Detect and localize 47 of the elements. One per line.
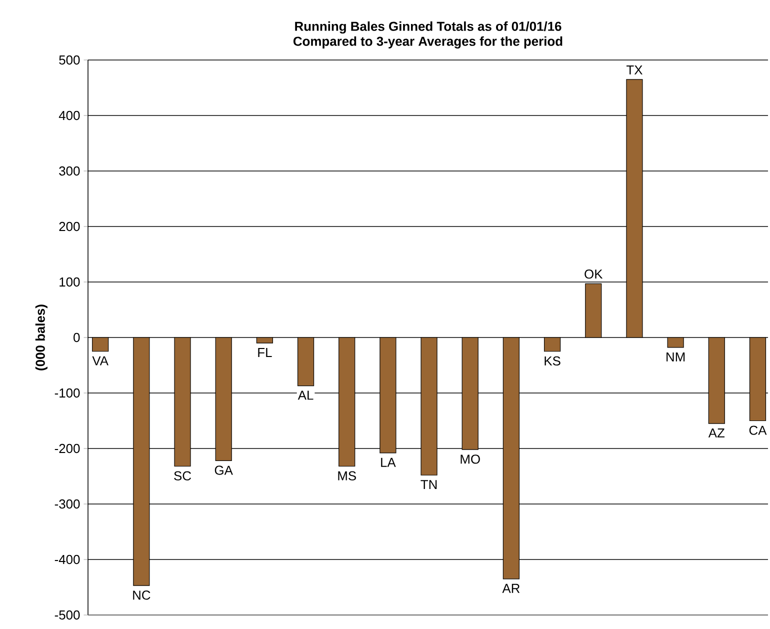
x-tick-label: MO	[460, 454, 480, 464]
bar	[585, 283, 602, 338]
bar	[502, 337, 520, 580]
y-tick-label: 100	[60, 277, 80, 287]
y-tick-label: 300	[59, 166, 80, 176]
bar	[544, 337, 561, 352]
y-tick-label: 400	[58, 110, 80, 120]
x-tick-label: AR	[502, 584, 520, 593]
x-tick-label: CA	[749, 426, 767, 435]
y-tick-label: -400	[54, 554, 80, 564]
y-tick-label: -200	[54, 444, 80, 454]
bar	[626, 79, 643, 338]
x-tick-label: SC	[174, 471, 192, 480]
x-tick-label: TX	[626, 66, 642, 74]
y-tick-label: -500	[54, 610, 80, 620]
bar	[174, 337, 191, 467]
chart-subtitle: Compared to 3-year Averages for the period	[293, 36, 562, 49]
x-tick-label: OK	[584, 270, 603, 279]
chart-title: Running Bales Ginned Totals as of 01/01/16	[295, 21, 562, 34]
x-tick-label: NC	[133, 590, 150, 600]
bar	[462, 337, 478, 450]
bar	[133, 337, 150, 586]
x-tick-label: AZ	[708, 428, 725, 438]
y-tick-label: 500	[59, 55, 80, 65]
x-tick-label: GA	[214, 466, 233, 475]
x-tick-label: AL	[298, 390, 314, 400]
bar	[92, 337, 109, 352]
bar	[297, 337, 314, 386]
y-tick-label: 0	[74, 332, 80, 342]
x-tick-label: FL	[258, 348, 272, 357]
bar	[256, 337, 273, 344]
bar	[708, 337, 725, 424]
x-tick-label: TN	[420, 480, 437, 490]
bar	[215, 337, 232, 462]
bar	[420, 337, 438, 476]
x-tick-label: VA	[92, 356, 108, 366]
bar	[667, 337, 684, 348]
bar	[338, 337, 356, 467]
x-tick-label: KS	[544, 356, 560, 366]
y-axis-title: (000 bales)	[35, 304, 48, 370]
y-tick-label: -300	[54, 499, 80, 509]
x-tick-label: MS	[338, 471, 356, 480]
y-tick-label: -100	[54, 388, 80, 398]
x-tick-label: LA	[381, 458, 396, 467]
y-tick-label: 200	[59, 222, 80, 232]
bar	[380, 337, 396, 454]
x-tick-label: NM	[666, 352, 685, 362]
